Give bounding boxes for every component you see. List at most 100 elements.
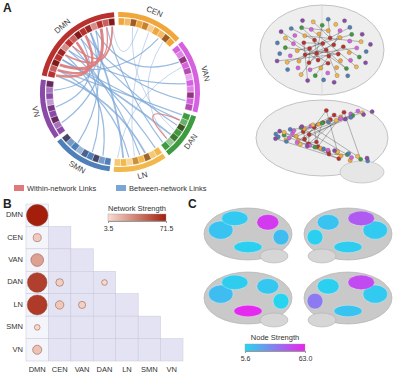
brain-node bbox=[326, 120, 330, 124]
brain-node bbox=[298, 142, 302, 146]
matrix-cells bbox=[26, 204, 183, 361]
network-arc bbox=[40, 79, 59, 138]
strength-bubble bbox=[27, 295, 47, 315]
brain-node bbox=[349, 115, 353, 119]
colorbar-tick: 63.0 bbox=[299, 351, 313, 362]
colorbar-title: Node Strength bbox=[251, 333, 299, 342]
brain-edge bbox=[311, 29, 356, 66]
network-label: SMN bbox=[67, 159, 87, 176]
matrix-cell bbox=[116, 294, 138, 316]
cerebellum-surface bbox=[308, 249, 336, 263]
matrix-cell bbox=[26, 294, 48, 316]
between-link bbox=[65, 55, 104, 156]
column-label: VN bbox=[167, 365, 177, 374]
brain-node bbox=[288, 127, 292, 131]
brain-node bbox=[364, 49, 368, 53]
colorbar-axis-line bbox=[109, 222, 167, 224]
brain-edge bbox=[304, 42, 323, 44]
region-patch bbox=[348, 211, 374, 226]
colorbar-title: Network Strength bbox=[108, 204, 166, 213]
surface-patches bbox=[307, 211, 388, 253]
matrix-cell bbox=[26, 339, 48, 361]
column-label: DMN bbox=[29, 365, 46, 374]
strength-bubble bbox=[33, 234, 41, 242]
legend-label: Between-network Links bbox=[129, 184, 207, 193]
brain-node bbox=[306, 78, 310, 82]
panel-label: A bbox=[3, 1, 12, 15]
brain-edge bbox=[301, 128, 347, 155]
brain-node bbox=[308, 46, 312, 50]
matrix-cell bbox=[93, 294, 115, 316]
brain-node bbox=[324, 108, 328, 112]
brain-edge bbox=[343, 47, 359, 57]
brain-node bbox=[368, 42, 372, 46]
between-link bbox=[112, 26, 138, 51]
column-label: VAN bbox=[75, 365, 90, 374]
brain-node bbox=[297, 59, 301, 63]
brain-edge bbox=[314, 127, 316, 142]
matrix-cell bbox=[26, 271, 48, 293]
brain-node bbox=[300, 18, 304, 22]
surface-patches bbox=[307, 275, 388, 317]
brain-node bbox=[278, 52, 282, 56]
brain-node bbox=[348, 58, 352, 62]
brain-node bbox=[299, 72, 303, 76]
brain-node bbox=[279, 30, 283, 34]
node-block bbox=[114, 159, 120, 166]
brain-node bbox=[327, 54, 331, 58]
node-block bbox=[46, 87, 53, 93]
region-patch bbox=[273, 229, 289, 245]
matrix-cell bbox=[93, 271, 115, 293]
brain-edge bbox=[316, 123, 322, 142]
chord-panel: DMNCENVANDANLNSMNVNWithin-network LinksB… bbox=[14, 4, 212, 193]
brain-node bbox=[348, 39, 352, 43]
matrix-cell bbox=[138, 316, 160, 338]
brain-node bbox=[344, 66, 348, 70]
network-label: DMN bbox=[53, 17, 73, 36]
brain-node bbox=[341, 45, 345, 49]
matrix-cell bbox=[71, 271, 93, 293]
brain-node bbox=[285, 60, 289, 64]
brain-node bbox=[335, 73, 339, 77]
brain-node bbox=[307, 132, 311, 136]
network-arc bbox=[114, 154, 166, 172]
brain-node bbox=[359, 40, 363, 44]
region-patch bbox=[317, 279, 339, 295]
region-patch bbox=[222, 211, 248, 226]
brain-node bbox=[334, 118, 338, 122]
brain-node bbox=[326, 148, 330, 152]
network-arc bbox=[118, 12, 179, 42]
brain-edge bbox=[310, 145, 329, 151]
brain-edge bbox=[287, 45, 334, 62]
matrix-cell bbox=[26, 226, 48, 248]
node-block bbox=[62, 133, 71, 142]
matrix-cell bbox=[138, 339, 160, 361]
network-label: CEN bbox=[145, 4, 164, 19]
brain-node bbox=[361, 112, 365, 116]
matrix-cell bbox=[71, 249, 93, 271]
region-patch bbox=[334, 305, 362, 316]
strength-bubble bbox=[31, 254, 44, 267]
brain-node bbox=[338, 35, 342, 39]
node-block bbox=[185, 104, 193, 111]
brain-node bbox=[326, 61, 330, 65]
brain-node bbox=[338, 29, 342, 33]
strength-bubble bbox=[56, 279, 64, 287]
brain-edge bbox=[344, 112, 361, 159]
cerebellum-surface bbox=[260, 249, 288, 263]
brain-node bbox=[326, 29, 330, 33]
brain-node bbox=[334, 22, 338, 26]
brain-edge bbox=[317, 25, 323, 53]
surface-view bbox=[204, 272, 292, 327]
region-patch bbox=[222, 275, 248, 290]
surface-patches bbox=[208, 275, 289, 317]
node-block bbox=[161, 141, 170, 150]
brain-edge bbox=[296, 116, 352, 137]
brain-node bbox=[326, 71, 330, 75]
colorbar-tick-mark bbox=[245, 351, 246, 353]
brain-node bbox=[363, 61, 367, 65]
brain-node bbox=[291, 42, 295, 46]
brain-node bbox=[346, 74, 350, 78]
brain-node bbox=[355, 46, 359, 50]
brain-edge bbox=[303, 123, 323, 132]
